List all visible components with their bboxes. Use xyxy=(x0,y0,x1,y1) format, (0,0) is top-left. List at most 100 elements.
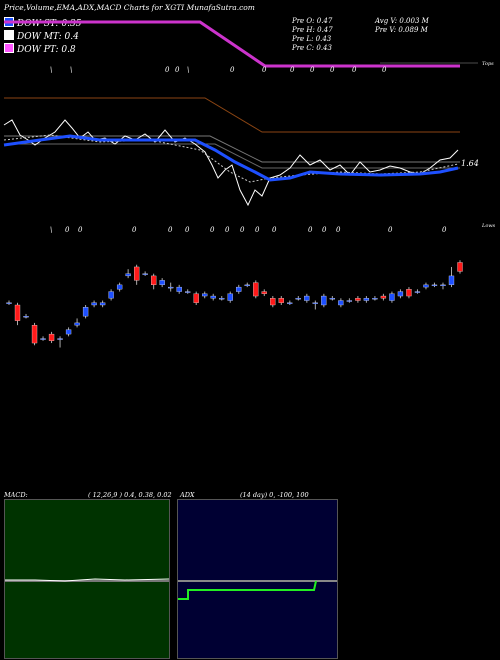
adx-svg xyxy=(178,580,337,600)
legend-dow-mt: DOW MT: 0.4 xyxy=(4,30,79,42)
stat-close: Pre C: 0.43 xyxy=(292,44,332,52)
candle-body xyxy=(278,298,284,303)
candle-body xyxy=(355,298,361,301)
candle-body xyxy=(202,293,208,297)
stat-low: Pre L: 0.43 xyxy=(292,35,332,43)
tops-mark: 0 xyxy=(330,66,335,74)
macd-label: MACD: xyxy=(4,491,28,499)
candle-body xyxy=(227,293,233,301)
candle-body xyxy=(57,338,63,340)
candle-body xyxy=(236,286,242,292)
candle-body xyxy=(14,304,21,321)
candle-body xyxy=(108,291,114,299)
legend-mt-label: DOW MT: 0.4 xyxy=(17,32,79,42)
candle-body xyxy=(312,302,318,304)
lows-mark: 0 xyxy=(78,226,83,234)
candle-body xyxy=(168,286,174,289)
ema-value-label: 1.64 xyxy=(461,159,479,168)
candle-body xyxy=(6,302,12,304)
tops-mark: 0 xyxy=(262,66,267,74)
candle-body xyxy=(142,273,148,275)
ema-blue-line xyxy=(3,134,459,182)
macd-line xyxy=(5,578,169,582)
candle-body xyxy=(31,324,38,344)
tops-mark: 0 xyxy=(230,66,235,74)
tops-mark: \ xyxy=(70,66,72,74)
tops-marks: \ \ 0 0 \ 0 0 0 0 0 0 0 xyxy=(50,66,387,74)
candle-body xyxy=(304,295,310,301)
tops-mark: \ xyxy=(50,66,52,74)
candle-body xyxy=(125,273,131,277)
candle-body xyxy=(91,302,97,306)
candle-body xyxy=(389,293,395,301)
legend-dow-pt: DOW PT: 0.8 xyxy=(4,43,76,55)
stat-high: Pre H: 0.47 xyxy=(292,26,333,34)
candle-body xyxy=(457,262,463,272)
lows-mark: 0 xyxy=(272,226,277,234)
price-chart: \ \ 0 0 \ 0 0 0 0 0 0 0 \ 0 0 0 0 0 0 0 0 0 0 0 0 0 0 0 xyxy=(3,20,478,348)
adx-label: ADX xyxy=(180,491,195,499)
candle-body xyxy=(116,284,123,290)
macd-panel xyxy=(4,499,170,659)
candle-body xyxy=(48,333,55,341)
candle-body xyxy=(363,298,370,301)
candle-body xyxy=(346,300,353,302)
candle-body xyxy=(253,282,259,297)
candle-body xyxy=(380,295,387,299)
candle-body xyxy=(151,275,157,286)
stat-prev-volume: Pre V: 0.089 M xyxy=(375,26,428,34)
candle-body xyxy=(329,298,336,300)
tops-mark: 0 xyxy=(310,66,315,74)
candle-body xyxy=(159,280,165,286)
lows-mark: 0 xyxy=(322,226,327,234)
lows-mark: 0 xyxy=(210,226,215,234)
candle-body xyxy=(185,291,191,293)
candle-body xyxy=(295,298,301,300)
lows-mark: 0 xyxy=(168,226,173,234)
stat-open: Pre O: 0.47 xyxy=(292,17,333,25)
candle-body xyxy=(193,293,199,303)
candle-body xyxy=(440,284,446,287)
candle-body xyxy=(414,291,421,293)
lows-mark: 0 xyxy=(388,226,393,234)
price-line xyxy=(3,119,459,207)
legend-swatch-mt xyxy=(4,30,14,40)
lows-mark: 0 xyxy=(336,226,341,234)
tops-mark: 0 xyxy=(165,66,170,74)
lows-mark: 0 xyxy=(255,226,260,234)
tops-mark: 0 xyxy=(382,66,387,74)
candle-body xyxy=(338,300,344,306)
candle-body xyxy=(99,302,106,306)
candle-body xyxy=(321,295,327,306)
candle-body xyxy=(133,266,140,281)
lows-mark: 0 xyxy=(185,226,190,234)
stat-avg-volume: Avg V: 0.003 M xyxy=(375,17,429,25)
candle-body xyxy=(210,295,216,299)
candle-body xyxy=(40,338,46,340)
lows-mark: 0 xyxy=(65,226,70,234)
tops-mark: 0 xyxy=(290,66,295,74)
candle-body xyxy=(82,307,89,317)
candle-body xyxy=(270,298,276,306)
candle-body xyxy=(448,275,455,286)
lows-marks: \ 0 0 0 0 0 0 0 0 0 0 0 0 0 0 0 xyxy=(50,226,447,234)
candle-body xyxy=(372,298,378,300)
lows-label: Lows xyxy=(482,223,496,229)
legend-pt-label: DOW PT: 0.8 xyxy=(17,45,76,55)
grey-band-lower xyxy=(4,143,460,169)
candle-body xyxy=(406,289,412,297)
legend-swatch-pt xyxy=(4,43,14,53)
candle-body xyxy=(431,284,438,287)
candle-body xyxy=(176,286,182,292)
candle-body xyxy=(397,291,404,297)
adx-green-line xyxy=(178,580,317,600)
candle-body xyxy=(65,329,72,335)
tops-mark: \ xyxy=(187,66,189,74)
adx-panel xyxy=(177,499,338,659)
lows-mark: 0 xyxy=(442,226,447,234)
chart-title: Price,Volume,EMA,ADX,MACD Charts for XGT… xyxy=(4,3,255,12)
lows-mark: 0 xyxy=(240,226,245,234)
lows-mark: 0 xyxy=(308,226,313,234)
candlesticks xyxy=(6,260,463,348)
legend-st-label: DOW ST: 0.35 xyxy=(17,19,82,29)
